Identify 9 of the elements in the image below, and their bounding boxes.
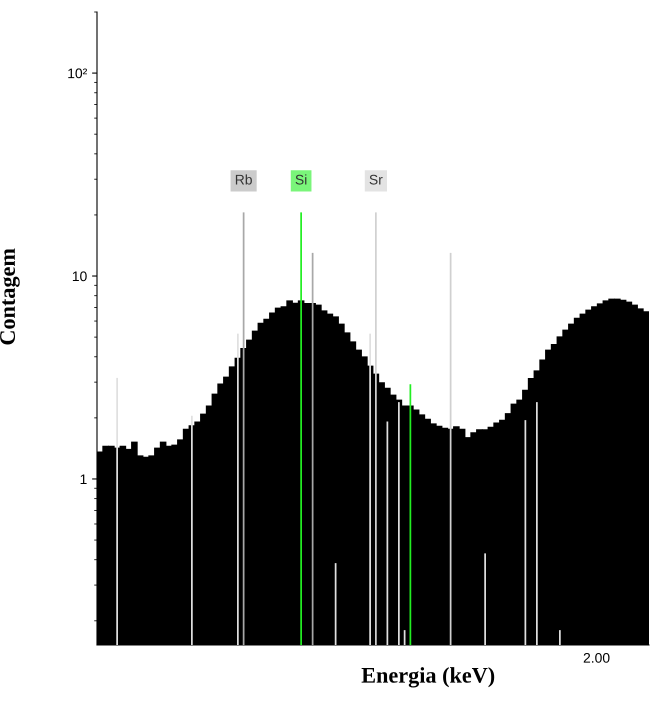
y-tick-label: 10² [68,68,88,78]
text: Si [296,174,306,185]
x-axis-title: Energia (keV) [362,667,494,688]
y-tick-label: 10 [72,271,87,282]
y-tick-label: 1 [80,474,87,484]
y-axis-title: Contagem [0,248,20,345]
text: Sr [370,174,383,185]
text: 2.00 [584,652,610,663]
text: Rb [236,174,252,185]
